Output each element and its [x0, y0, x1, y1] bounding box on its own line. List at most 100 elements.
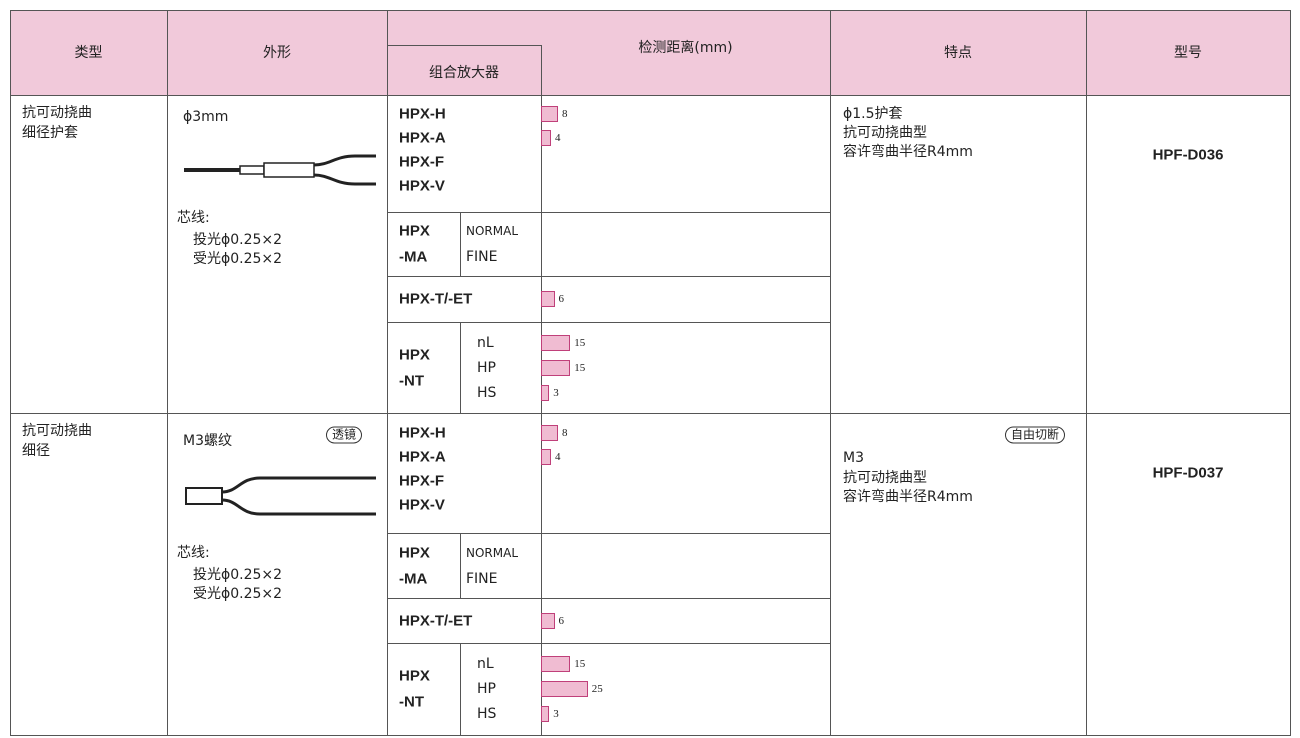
amplifier-item: HPX-F [399, 472, 444, 490]
cell [1086, 10, 1291, 96]
distance-bar [541, 656, 571, 672]
cell [387, 45, 542, 96]
amplifier-item: HPX-V [399, 496, 445, 514]
distance-value: 8 [562, 427, 568, 439]
header-cell: 特点 [944, 45, 972, 61]
feature-line: 抗可动挠曲型 [843, 125, 927, 141]
amplifier-item: HPX-A [399, 129, 446, 146]
lens-tag: 透镜 [326, 426, 363, 444]
amplifier-item: HPX-V [399, 177, 445, 194]
type-text: 抗可动挠曲 [22, 105, 92, 121]
distance-value: 15 [574, 361, 586, 374]
cell [1086, 413, 1291, 736]
header-cell: 组合放大器 [429, 65, 499, 81]
amplifier-item: HPX-F [399, 153, 444, 170]
distance-value: 3 [553, 386, 559, 399]
distance-bar [541, 129, 551, 146]
cell [541, 212, 831, 277]
distance-value: 25 [591, 683, 603, 695]
amplifier-item: HP [477, 681, 496, 697]
cell [10, 95, 168, 414]
feature-line: ϕ1.5护套 [843, 106, 903, 122]
distance-bar [541, 384, 550, 401]
cut-tag: 自由切断 [1005, 426, 1066, 444]
amplifier-item: nL [477, 334, 494, 351]
amplifier-item: HP [477, 359, 496, 376]
amplifier-name: HPX-T/-ET [399, 612, 473, 629]
distance-bar [541, 359, 571, 376]
amplifier-name: -NT [399, 693, 424, 711]
cell [541, 598, 831, 644]
amplifier-item: FINE [466, 249, 498, 265]
amplifier-name: HPX [399, 222, 430, 240]
distance-bar [541, 449, 551, 465]
feature-line: M3 [843, 450, 864, 466]
divider [460, 533, 461, 598]
divider [460, 643, 461, 735]
header-cell: 类型 [74, 45, 103, 61]
distance-bar [541, 425, 558, 441]
distance-bar [541, 291, 555, 307]
model: HPF-D036 [1152, 146, 1224, 164]
feature-line: 容许弯曲半径R4mm [843, 489, 973, 505]
distance-bar [541, 681, 588, 697]
type-text: 细径护套 [22, 125, 78, 141]
distance-value: 15 [574, 658, 586, 670]
feature-line: 抗可动挠曲型 [843, 470, 927, 486]
wire-drawing [184, 154, 376, 186]
distance-bar [541, 612, 555, 629]
cell [387, 643, 542, 736]
core-line: 受光ϕ0.25×2 [193, 251, 283, 267]
distance-value: 8 [562, 107, 568, 120]
amplifier-item: HPX-H [399, 424, 446, 442]
cell [541, 533, 831, 599]
model: HPF-D037 [1152, 464, 1224, 482]
feature-line: 容许弯曲半径R4mm [843, 144, 973, 160]
distance-bar [541, 105, 558, 122]
divider [460, 212, 461, 276]
header-cell: 型号 [1174, 45, 1202, 61]
cell [541, 413, 831, 534]
cell [387, 322, 542, 414]
amplifier-item: NORMAL [466, 224, 519, 238]
header-cell: 外形 [263, 45, 291, 61]
distance-value: 6 [558, 293, 565, 305]
core-label: 芯线: [177, 210, 210, 226]
distance-value: 15 [574, 336, 586, 349]
cell [830, 413, 1087, 736]
amplifier-item: HS [477, 706, 497, 722]
type-text: 抗可动挠曲 [22, 423, 92, 439]
cell [387, 533, 542, 599]
cell [830, 10, 1087, 96]
distance-value: 3 [553, 708, 559, 720]
amplifier-name: HPX [399, 346, 430, 363]
distance-value: 6 [558, 614, 565, 627]
distance-bar [541, 334, 571, 351]
core-line: 投光ϕ0.25×2 [193, 232, 283, 248]
type-text: 细径 [22, 443, 50, 459]
header-cell: 检测距离(mm) [638, 40, 733, 56]
distance-value: 4 [555, 131, 561, 144]
shape-title: ϕ3mm [183, 109, 229, 125]
amplifier-name: HPX-T/-ET [399, 290, 473, 308]
amplifier-item: HPX-A [399, 448, 446, 466]
amplifier-item: NORMAL [466, 545, 519, 560]
amplifier-name: HPX [399, 667, 430, 685]
amplifier-name: HPX [399, 544, 430, 561]
amplifier-item: FINE [466, 570, 498, 587]
core-line: 受光ϕ0.25×2 [193, 586, 283, 602]
amplifier-item: nL [477, 656, 494, 672]
wire-drawing [185, 476, 376, 516]
cell [1086, 95, 1291, 414]
amplifier-name: -NT [399, 372, 424, 389]
distance-value: 4 [555, 451, 561, 463]
cell [10, 413, 168, 736]
amplifier-name: -MA [399, 248, 428, 266]
amplifier-name: -MA [399, 570, 428, 587]
amplifier-item: HS [477, 384, 497, 401]
divider [460, 322, 461, 413]
core-line: 投光ϕ0.25×2 [193, 567, 283, 583]
shape-title: M3螺纹 [183, 433, 232, 449]
core-label: 芯线: [177, 545, 210, 561]
